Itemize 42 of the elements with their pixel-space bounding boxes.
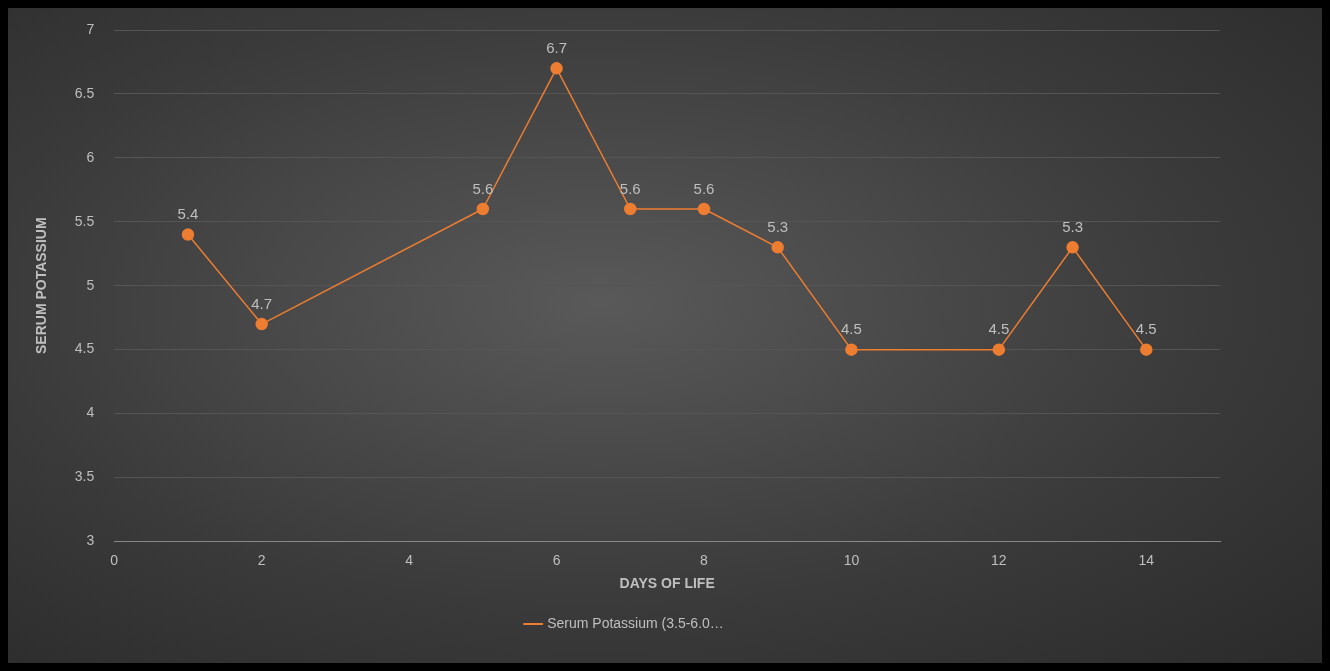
x-axis-title: DAYS OF LIFE (619, 575, 715, 592)
x-tick-label: 12 (991, 551, 1007, 568)
y-tick-label: 3.5 (74, 468, 95, 485)
y-axis-title: SERUM POTASSIUM (33, 217, 50, 355)
data-label: 4.5 (840, 320, 862, 338)
x-tick-label: 14 (1138, 551, 1155, 568)
data-label: 4.5 (988, 320, 1010, 338)
point (771, 241, 784, 254)
point (845, 343, 858, 356)
x-tick-label: 2 (257, 551, 266, 568)
y-tick-label: 6 (86, 148, 95, 165)
y-tick-label: 4.5 (74, 340, 95, 357)
legend-label: Serum Potassium (3.5-6.0… (547, 614, 724, 631)
data-label: 5.6 (693, 179, 715, 197)
x-tick-label: 8 (700, 551, 709, 568)
data-label: 5.3 (767, 217, 789, 235)
data-label: 5.4 (177, 205, 199, 223)
data-label: 6.7 (546, 39, 567, 56)
x-tick-label: 0 (110, 551, 119, 568)
y-tick-label: 6.5 (74, 84, 95, 101)
point (476, 202, 490, 216)
y-tick-label: 4 (86, 404, 95, 421)
x-tick-label: 4 (405, 551, 414, 568)
y-tick-label: 5 (86, 276, 95, 293)
data-label: 4.7 (251, 294, 273, 312)
x-tick-label: 6 (552, 551, 561, 568)
y-tick-label: 5.5 (74, 212, 95, 229)
point (1140, 343, 1153, 356)
data-label: 5.6 (472, 179, 494, 197)
point (550, 62, 563, 75)
point (697, 202, 711, 216)
point (624, 202, 637, 216)
y-tick-label: 7 (86, 20, 95, 37)
point (992, 343, 1006, 356)
data-label: 4.5 (1135, 320, 1157, 338)
point (1066, 241, 1079, 254)
point (181, 228, 195, 241)
x-tick-label: 10 (843, 551, 860, 568)
data-label: 5.6 (619, 179, 641, 197)
point (255, 317, 268, 331)
y-tick-label: 3 (86, 532, 95, 549)
data-label: 5.3 (1062, 217, 1083, 235)
